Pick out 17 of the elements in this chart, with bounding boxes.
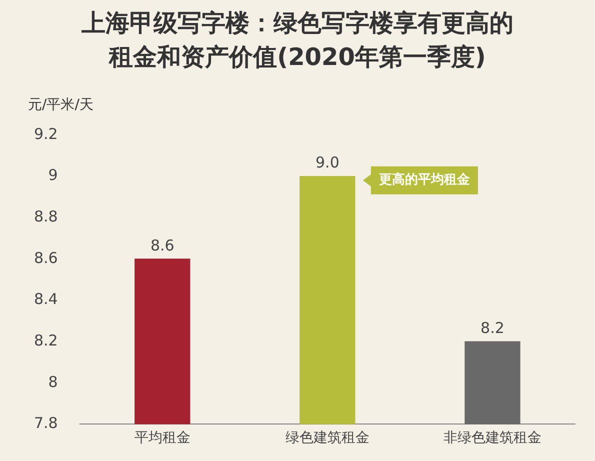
- data-label: 8.6: [150, 236, 174, 254]
- data-label: 9.0: [316, 154, 340, 172]
- data-label: 8.2: [480, 318, 504, 337]
- y-axis-title: 元/平米/天: [28, 96, 94, 114]
- chart-title: 上海甲级写字楼：绿色写字楼享有更高的租金和资产价值(2020年第一季度): [80, 8, 514, 73]
- y-tick-label: 9: [48, 166, 58, 184]
- y-tick-label: 8.4: [34, 290, 58, 308]
- x-tick-label: 平均租金: [134, 430, 190, 446]
- x-tick-label: 非绿色建筑租金: [443, 430, 542, 446]
- x-tick-label: 绿色建筑租金: [285, 430, 370, 446]
- annotation: 更高的平均租金: [378, 172, 471, 188]
- y-tick-label: 8.6: [34, 248, 58, 267]
- y-tick-label: 8.2: [34, 331, 58, 350]
- y-tick-label: 9.2: [34, 124, 58, 143]
- y-tick-label: 8.8: [34, 208, 58, 226]
- y-tick-label: 7.8: [34, 414, 58, 432]
- y-tick-label: 8: [48, 372, 58, 391]
